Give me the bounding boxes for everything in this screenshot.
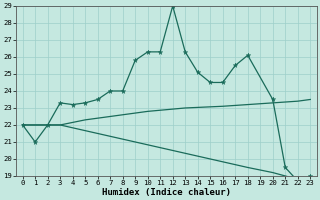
X-axis label: Humidex (Indice chaleur): Humidex (Indice chaleur)	[102, 188, 231, 197]
